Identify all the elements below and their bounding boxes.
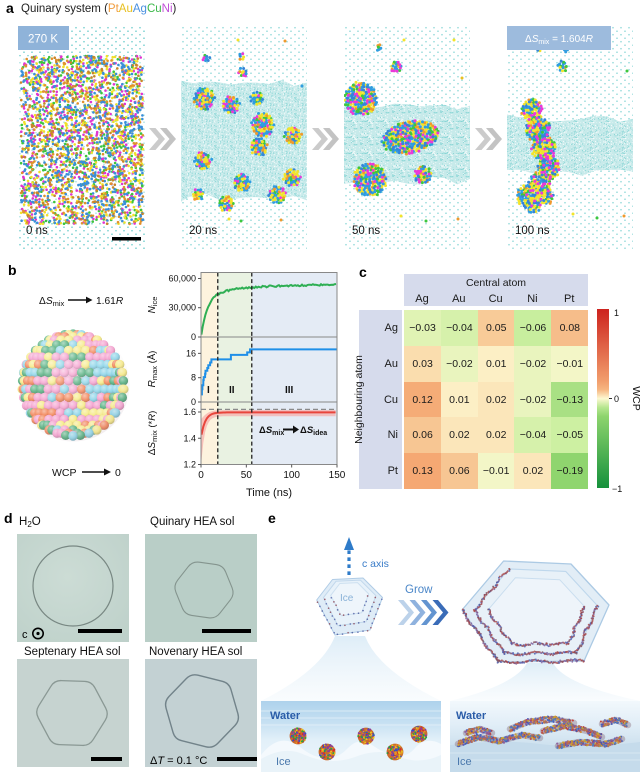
svg-text:II: II: [229, 385, 235, 396]
svg-text:c axis: c axis: [362, 558, 389, 570]
svg-text:Rmax (Å): Rmax (Å): [147, 351, 159, 388]
svg-text:60,000: 60,000: [168, 274, 196, 284]
svg-text:Time (ns): Time (ns): [246, 487, 292, 499]
svg-text:Ice: Ice: [457, 756, 472, 768]
svg-text:150: 150: [329, 470, 346, 481]
svg-text:100: 100: [283, 470, 300, 481]
svg-text:Ice: Ice: [340, 593, 354, 604]
svg-text:1.4: 1.4: [183, 433, 196, 443]
svg-text:ΔSmix: ΔSmix: [39, 296, 65, 308]
svg-text:0: 0: [198, 470, 204, 481]
svg-text:ΔT = 0.1 °C: ΔT = 0.1 °C: [150, 755, 207, 767]
svg-text:0: 0: [115, 467, 121, 479]
svg-text:0: 0: [191, 397, 196, 407]
svg-text:Grow: Grow: [405, 584, 433, 596]
svg-text:270 K: 270 K: [28, 34, 58, 46]
svg-text:50 ns: 50 ns: [352, 225, 380, 237]
svg-text:8: 8: [191, 373, 196, 383]
svg-text:WCP: WCP: [630, 386, 640, 411]
svg-text:16: 16: [186, 348, 196, 358]
svg-text:WCP: WCP: [52, 467, 77, 479]
svg-text:0 ns: 0 ns: [26, 225, 48, 237]
svg-text:100 ns: 100 ns: [515, 225, 550, 237]
svg-text:1.61R: 1.61R: [96, 296, 124, 307]
svg-text:c: c: [22, 629, 28, 641]
svg-text:ΔSmix (*R): ΔSmix (*R): [147, 411, 159, 456]
svg-text:III: III: [285, 385, 294, 396]
svg-text:I: I: [207, 385, 210, 396]
svg-text:Water: Water: [270, 710, 301, 722]
svg-text:Nice: Nice: [147, 297, 159, 314]
svg-text:0: 0: [614, 394, 619, 404]
svg-text:1.2: 1.2: [183, 460, 196, 470]
svg-text:1: 1: [614, 308, 619, 318]
svg-text:Water: Water: [456, 710, 487, 722]
svg-text:0: 0: [191, 332, 196, 342]
svg-text:1.6: 1.6: [183, 407, 196, 417]
svg-text:50: 50: [241, 470, 253, 481]
svg-text:−1: −1: [612, 484, 622, 494]
svg-text:Ice: Ice: [276, 756, 291, 768]
svg-text:ΔSmix = 1.604R: ΔSmix = 1.604R: [525, 34, 593, 46]
svg-text:20 ns: 20 ns: [189, 225, 217, 237]
svg-text:30,000: 30,000: [168, 303, 196, 313]
